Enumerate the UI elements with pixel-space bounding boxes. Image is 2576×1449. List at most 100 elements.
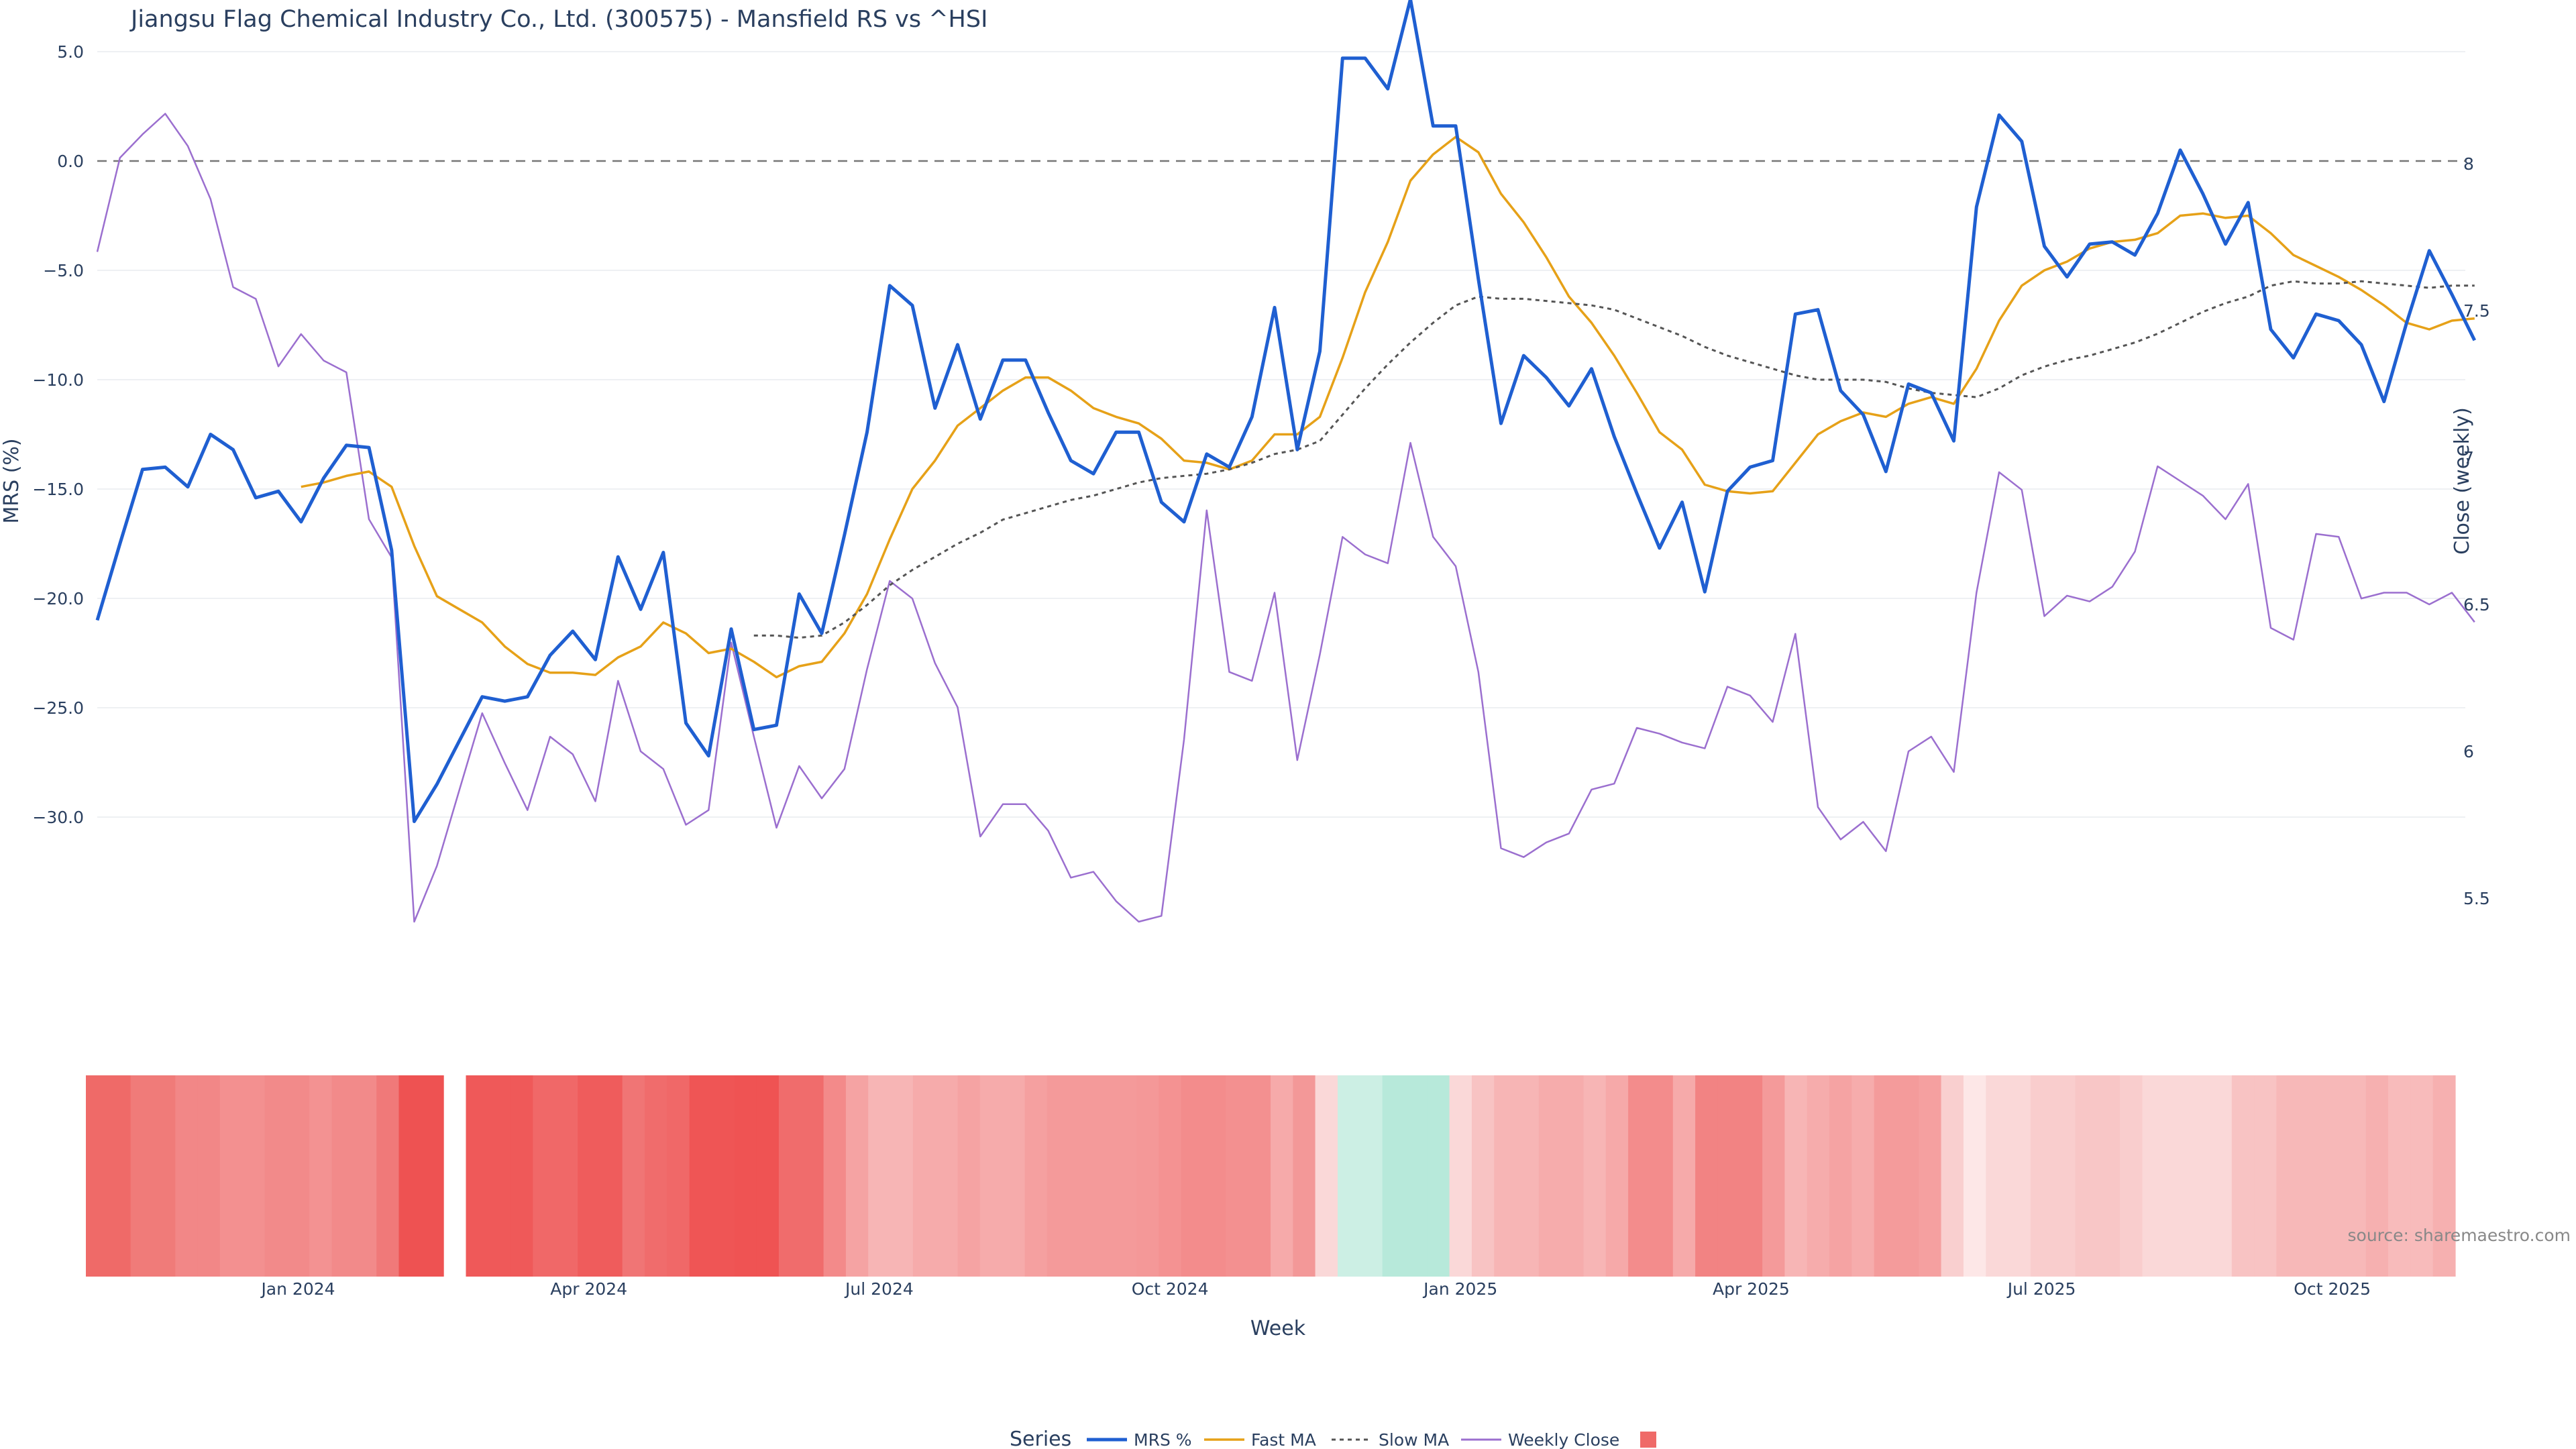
legend-item-label[interactable]: Fast MA bbox=[1251, 1430, 1316, 1449]
heatmap-cell bbox=[1471, 1075, 1495, 1277]
x-tick-label: Oct 2024 bbox=[1132, 1279, 1209, 1299]
heatmap-cell bbox=[2321, 1075, 2344, 1277]
heatmap-cell bbox=[801, 1075, 824, 1277]
heatmap-cell bbox=[2410, 1075, 2434, 1277]
heatmap-cell bbox=[1829, 1075, 1852, 1277]
left-axis-ticks: 5.0 0.0 −5.0 −10.0 −15.0 −20.0 −25.0 −30.0 bbox=[32, 42, 84, 827]
series-layer bbox=[95, 0, 2477, 923]
heatmap-cell bbox=[868, 1075, 892, 1277]
right-axis-ticks: 8 7.5 7 6.5 6 5.5 bbox=[2463, 154, 2490, 908]
heatmap-cell bbox=[1784, 1075, 1808, 1277]
heatmap-cell bbox=[890, 1075, 914, 1277]
series-line-slow-ma bbox=[753, 280, 2475, 639]
mrs-heatmap bbox=[86, 1075, 2456, 1277]
y-left-tick-label: 0.0 bbox=[57, 152, 84, 171]
heatmap-cell bbox=[2388, 1075, 2411, 1277]
heatmap-cell bbox=[734, 1075, 757, 1277]
heatmap-cell bbox=[2164, 1075, 2188, 1277]
heatmap-cell bbox=[1360, 1075, 1383, 1277]
chart-title: Jiangsu Flag Chemical Industry Co., Ltd.… bbox=[129, 6, 987, 33]
heatmap-cell bbox=[689, 1075, 712, 1277]
legend[interactable]: Series MRS % Fast MA Slow MA Weekly Close bbox=[1010, 1428, 1656, 1449]
heatmap-cell bbox=[398, 1075, 422, 1277]
heatmap-cell bbox=[1248, 1075, 1271, 1277]
heatmap-cell bbox=[1449, 1075, 1472, 1277]
x-tick-label: Apr 2025 bbox=[1713, 1279, 1790, 1299]
heatmap-cell bbox=[1583, 1075, 1607, 1277]
heatmap-cell bbox=[2008, 1075, 2031, 1277]
heatmap-cell bbox=[1896, 1075, 1919, 1277]
heatmap-cell bbox=[1293, 1075, 1316, 1277]
heatmap-cell bbox=[667, 1075, 690, 1277]
heatmap-cell bbox=[1181, 1075, 1204, 1277]
heatmap-cell bbox=[1091, 1075, 1115, 1277]
heatmap-cell bbox=[1986, 1075, 2009, 1277]
heatmap-cell bbox=[555, 1075, 578, 1277]
y-right-tick-label: 6 bbox=[2463, 742, 2474, 761]
heatmap-cell bbox=[1002, 1075, 1026, 1277]
heatmap-cell bbox=[354, 1075, 377, 1277]
legend-item-label[interactable]: Weekly Close bbox=[1508, 1430, 1619, 1449]
heatmap-cell bbox=[511, 1075, 533, 1277]
heatmap-cell bbox=[2432, 1075, 2456, 1277]
y-left-tick-label: −10.0 bbox=[32, 370, 84, 390]
heatmap-cell bbox=[421, 1075, 444, 1277]
y-right-tick-label: 7 bbox=[2463, 448, 2474, 468]
heatmap-cell bbox=[2120, 1075, 2143, 1277]
heatmap-cell bbox=[1695, 1075, 1718, 1277]
heatmap-cell bbox=[1717, 1075, 1741, 1277]
heatmap-cell bbox=[2030, 1075, 2053, 1277]
heatmap-cell bbox=[1851, 1075, 1875, 1277]
heatmap-cell bbox=[1516, 1075, 1540, 1277]
heatmap-cell bbox=[309, 1075, 333, 1277]
heatmap-cell bbox=[2187, 1075, 2210, 1277]
heatmap-cell bbox=[130, 1075, 154, 1277]
heatmap-cell bbox=[376, 1075, 400, 1277]
heatmap-cell bbox=[86, 1075, 109, 1277]
heatmap-cell bbox=[1382, 1075, 1405, 1277]
heatmap-cell bbox=[2097, 1075, 2121, 1277]
heatmap-cell bbox=[2075, 1075, 2098, 1277]
y-left-tick-label: −5.0 bbox=[43, 261, 84, 280]
y-right-tick-label: 6.5 bbox=[2463, 595, 2490, 614]
heatmap-cell bbox=[1271, 1075, 1293, 1277]
legend-item-label[interactable]: Slow MA bbox=[1379, 1430, 1449, 1449]
x-axis-title: Week bbox=[1250, 1317, 1306, 1340]
heatmap-cell bbox=[2231, 1075, 2255, 1277]
heatmap-cell bbox=[1538, 1075, 1562, 1277]
heatmap-cell bbox=[1404, 1075, 1428, 1277]
heatmap-cell bbox=[2365, 1075, 2389, 1277]
heatmap-cell bbox=[622, 1075, 645, 1277]
heatmap-cell bbox=[153, 1075, 176, 1277]
heatmap-cell bbox=[1919, 1075, 1942, 1277]
heatmap-cell bbox=[1963, 1075, 1986, 1277]
legend-item-label[interactable]: MRS % bbox=[1134, 1430, 1192, 1449]
heatmap-cell bbox=[1650, 1075, 1674, 1277]
heatmap-cell bbox=[108, 1075, 131, 1277]
heatmap-cell bbox=[2053, 1075, 2076, 1277]
heatmap-cell bbox=[1807, 1075, 1830, 1277]
heatmap-cell bbox=[1672, 1075, 1696, 1277]
heatmap-cell bbox=[1762, 1075, 1785, 1277]
legend-title: Series bbox=[1010, 1428, 1071, 1449]
heatmap-cell bbox=[2254, 1075, 2277, 1277]
heatmap-cell bbox=[1046, 1075, 1070, 1277]
series-line-mrs bbox=[95, 0, 2477, 823]
heatmap-cell bbox=[1136, 1075, 1159, 1277]
heatmap-cell bbox=[264, 1075, 288, 1277]
heatmap-cell bbox=[175, 1075, 199, 1277]
legend-heatmap-swatch[interactable] bbox=[1640, 1432, 1656, 1448]
heatmap-cell bbox=[2209, 1075, 2233, 1277]
x-tick-label: Jul 2024 bbox=[844, 1279, 914, 1299]
heatmap-cell bbox=[1628, 1075, 1651, 1277]
heatmap-cell bbox=[1069, 1075, 1092, 1277]
x-tick-label: Jul 2025 bbox=[2006, 1279, 2076, 1299]
heatmap-cell bbox=[1114, 1075, 1137, 1277]
heatmap-cell bbox=[2343, 1075, 2367, 1277]
heatmap-cell bbox=[912, 1075, 936, 1277]
y-left-tick-label: −15.0 bbox=[32, 480, 84, 499]
y-left-tick-label: −30.0 bbox=[32, 808, 84, 827]
x-tick-label: Apr 2024 bbox=[550, 1279, 627, 1299]
y-left-axis-title: MRS (%) bbox=[0, 438, 23, 523]
